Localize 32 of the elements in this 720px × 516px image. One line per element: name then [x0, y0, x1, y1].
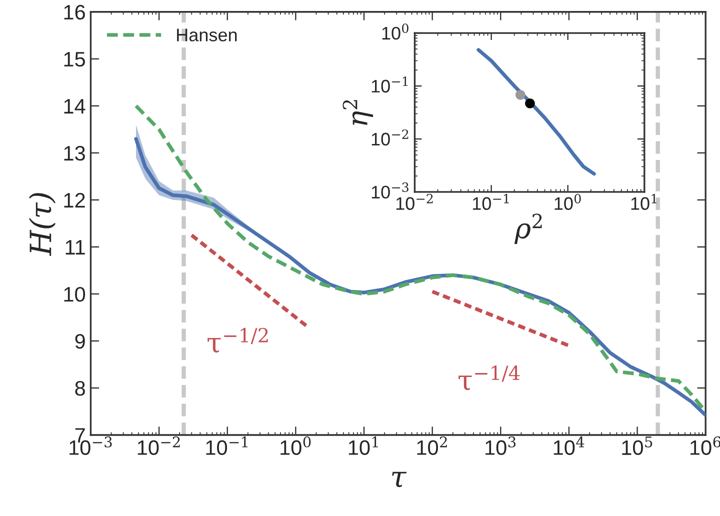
- y-axis-title: H(τ): [28, 193, 56, 256]
- y-tick-label: 10: [64, 286, 86, 302]
- y-tick-label: 10$^{0}$: [382, 23, 408, 40]
- x-tick-label: 10$^{3}$: [486, 436, 516, 456]
- x-tick-label: 10$^{−1}$: [206, 436, 248, 456]
- x-tick-label: 10$^{0}$: [280, 436, 311, 456]
- series-label: τ$^{−1/2}$: [208, 328, 268, 353]
- x-tick-label: 10$^{4}$: [554, 436, 584, 456]
- x-tick-label: 10$^{5}$: [622, 436, 652, 456]
- y-tick-label: 15: [64, 52, 85, 67]
- x-tick-label: 10$^{2}$: [417, 436, 447, 456]
- y-tick-label: 12: [64, 192, 85, 208]
- x-tick-label: 10$^{0}$: [554, 194, 581, 210]
- y-tick-label: 10$^{−2}$: [372, 129, 408, 146]
- y-tick-label: 9: [75, 334, 85, 349]
- series-label: τ$^{−1/4}$: [458, 365, 520, 390]
- x-axis-title: τ: [392, 472, 407, 488]
- y-tick-label: 14: [64, 99, 86, 114]
- x-tick-label: 10$^{−2}$: [138, 436, 180, 456]
- y-tick-label: 8: [75, 380, 85, 396]
- x-tick-label: 10$^{1}$: [631, 194, 656, 210]
- x-tick-label: 10$^{1}$: [348, 436, 378, 456]
- x-tick-label: 10$^{−2}$: [396, 194, 433, 210]
- x-axis-title: ρ$^{2}$: [514, 214, 542, 244]
- legend-label: Hansen: [177, 28, 237, 42]
- y-tick-label: 7: [75, 428, 85, 443]
- y-tick-label: 13: [64, 146, 85, 161]
- y-tick-label: 10$^{−1}$: [372, 76, 408, 93]
- x-tick-label: 10$^{−1}$: [472, 194, 509, 210]
- y-axis-title: η$^{2}$: [342, 100, 374, 125]
- y-tick-label: 16: [64, 4, 85, 20]
- y-tick-label: 11: [66, 240, 85, 254]
